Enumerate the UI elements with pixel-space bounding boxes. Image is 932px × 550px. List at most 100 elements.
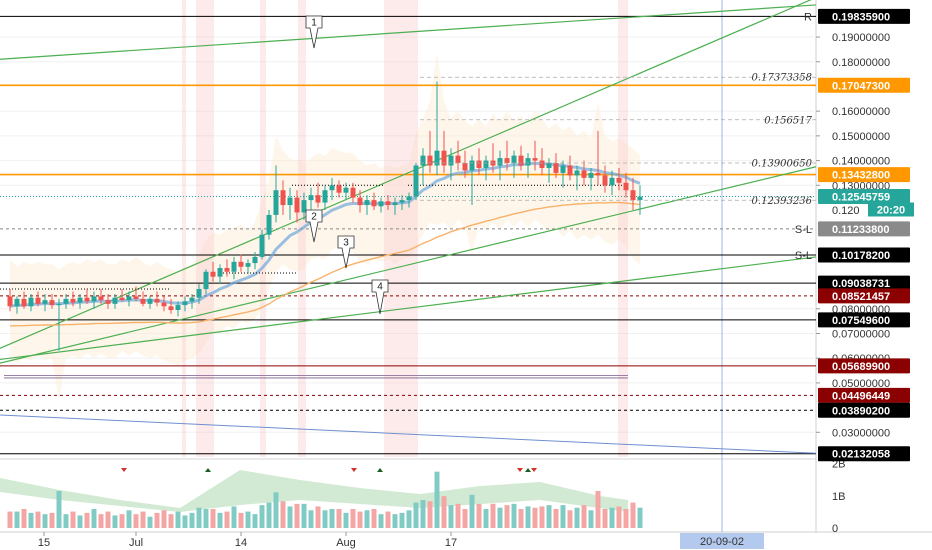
candle-body (560, 165, 566, 173)
volume-bar (49, 512, 55, 528)
candle (609, 170, 615, 196)
candle-body (616, 177, 622, 183)
candle-body (56, 303, 62, 306)
price-label-tag: 0.08521457 (818, 288, 910, 304)
candle (588, 167, 594, 191)
volume-bar (616, 506, 622, 528)
candle-body (504, 158, 510, 164)
volume-bar (14, 511, 20, 528)
candle-body (259, 234, 265, 257)
candle-body (476, 160, 482, 168)
price-label-tag: 0.10178200 S-L (795, 247, 910, 263)
cursor-date-label: 20-09-02 (700, 536, 744, 548)
candle-body (133, 296, 139, 299)
countdown-text: 20:20 (877, 204, 905, 216)
candle (210, 261, 216, 282)
candle (308, 187, 314, 210)
volume-pane: 2B 1B 0 (0, 459, 845, 535)
time-axis[interactable]: 15 Jul 14 Aug 17 20-09-02 (38, 532, 764, 549)
volume-bar (224, 511, 230, 528)
volume-bar (511, 503, 517, 528)
candle-body (553, 163, 559, 173)
price-label-tag: 0.11233800 S-L (795, 221, 910, 237)
candle (105, 293, 111, 309)
candle (455, 140, 461, 171)
candle-body (42, 300, 48, 304)
volume-bar (525, 506, 531, 528)
candle-body (448, 155, 454, 166)
volume-bar (413, 502, 419, 528)
price-label-text: 0.12545759 (832, 191, 890, 203)
axis-tick-label: 0.07000000 (832, 328, 890, 340)
price-lines (0, 15, 817, 455)
volume-bar (434, 471, 440, 528)
candle-body (322, 190, 328, 203)
candle-body (371, 200, 377, 207)
volume-bar (427, 501, 433, 528)
volume-bar (357, 511, 363, 528)
candle-body (462, 163, 468, 171)
volume-bar (420, 499, 426, 528)
highlight-band (384, 0, 418, 457)
price-label-tag: 0.19835900 R (804, 8, 910, 24)
volume-bar (245, 511, 251, 528)
candle-body (434, 150, 440, 166)
candle (224, 259, 230, 277)
candle (140, 291, 146, 307)
candle (245, 259, 251, 275)
candle-body (350, 187, 356, 198)
volume-bar (609, 507, 615, 528)
volume-bar (147, 516, 153, 528)
volume-bar (84, 512, 90, 528)
candle (560, 160, 566, 188)
volume-bar (56, 490, 62, 528)
candle (462, 150, 468, 178)
candle-body (21, 298, 27, 307)
volume-bar (392, 514, 398, 528)
candle (483, 155, 489, 181)
volume-bar (476, 503, 482, 528)
cursor-date-box (680, 533, 764, 549)
volume-bar (161, 510, 167, 528)
price-label-tag: 0.17047300 (818, 77, 910, 93)
candle (161, 296, 167, 312)
price-axis[interactable]: 0.19000000 0.18000000 0.16000000 0.15000000… (795, 8, 914, 462)
candle (98, 289, 104, 304)
price-label-text: 0.13432800 (832, 170, 890, 182)
candle (616, 167, 622, 191)
volume-bar (126, 510, 132, 528)
volume-bar (595, 490, 601, 528)
candle (238, 254, 244, 272)
candle-body (392, 202, 398, 206)
volume-bar (168, 514, 174, 528)
volume-bar (105, 511, 111, 528)
candle-body (112, 297, 118, 304)
candle (280, 180, 286, 215)
price-label-tag: 0.07549600 (818, 312, 910, 328)
candle (252, 251, 258, 270)
signal-arrow (525, 468, 531, 472)
candle (70, 291, 76, 307)
price-label-text: 0.02132058 (832, 449, 890, 461)
candle-body (420, 155, 426, 166)
highlight-band (618, 0, 628, 457)
candle (28, 293, 34, 312)
candle-body (154, 298, 160, 303)
price-label-box (818, 167, 910, 183)
candle-body (602, 175, 608, 186)
volume-bar (7, 511, 13, 528)
callout-bubble (337, 235, 355, 269)
price-label-text: 0.08521457 (832, 291, 890, 303)
volume-bar (336, 509, 342, 528)
candle-body (574, 170, 580, 176)
candle (623, 172, 629, 198)
candle (266, 209, 272, 240)
candle (539, 148, 545, 176)
candle-body (14, 298, 20, 307)
candle (168, 298, 174, 314)
candle (91, 291, 97, 309)
highlight-band (182, 0, 186, 457)
candle (476, 148, 482, 176)
candle-body (182, 301, 188, 306)
